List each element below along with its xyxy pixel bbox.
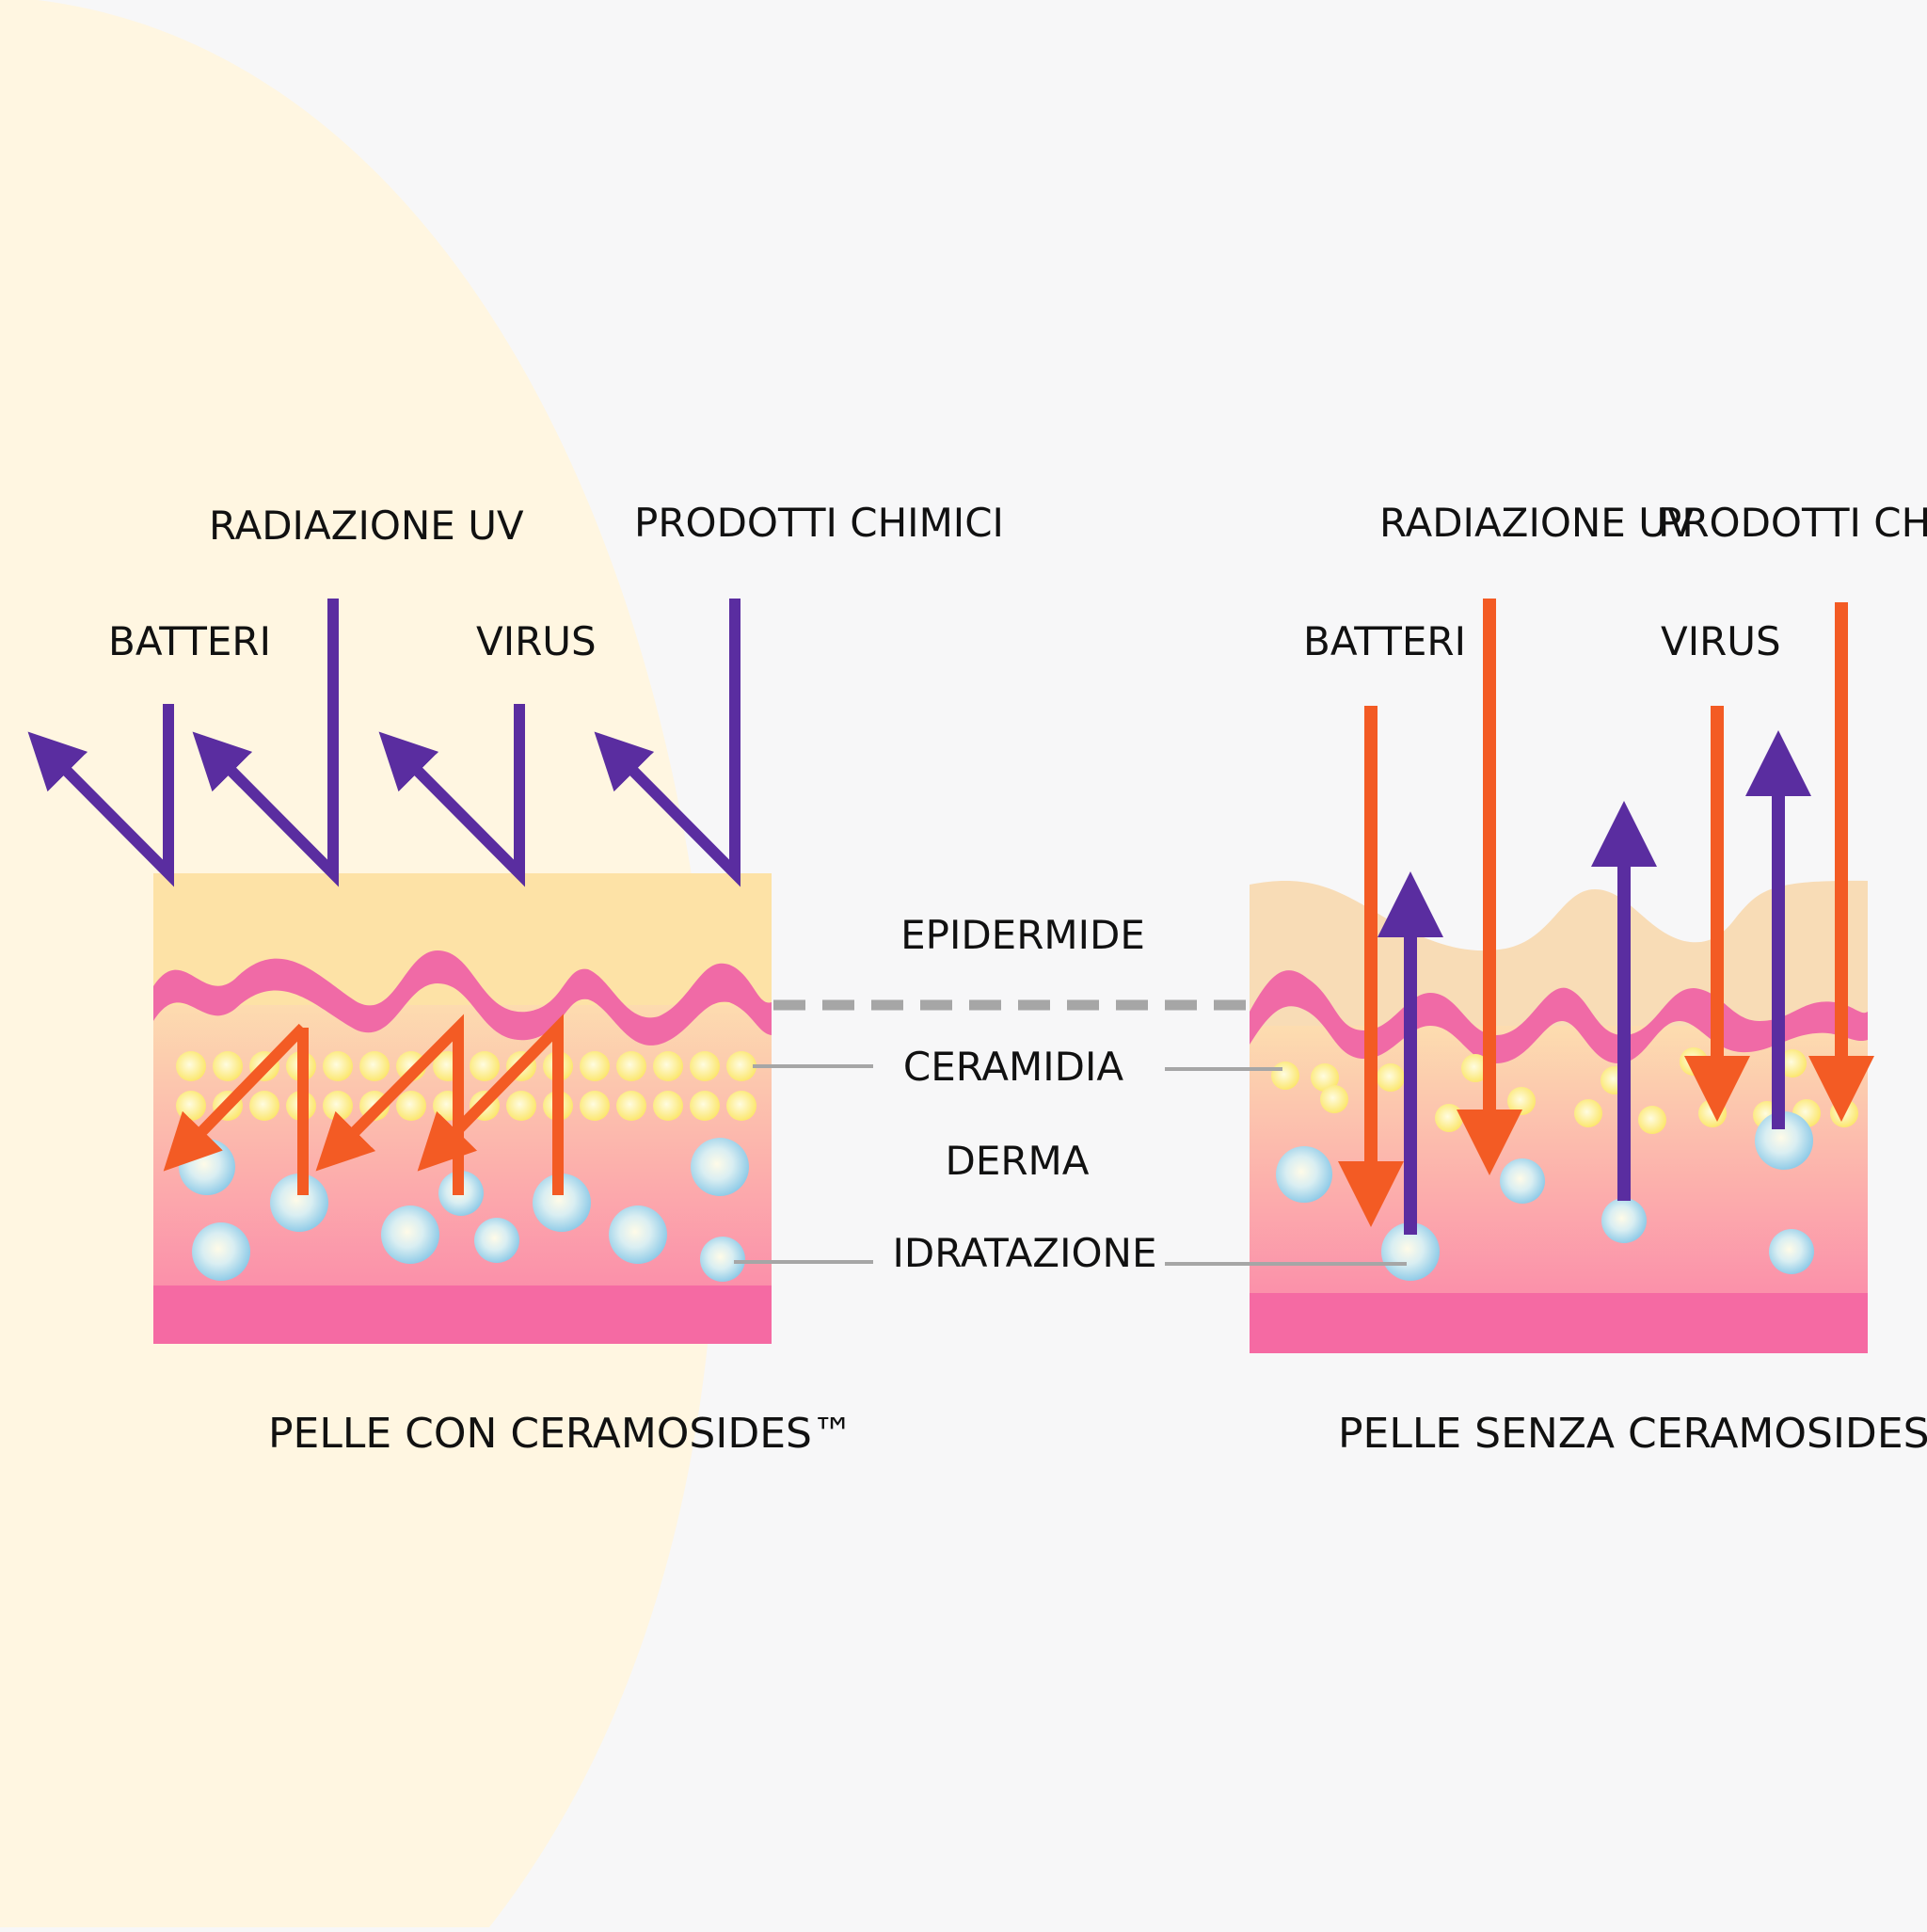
ceramide-lipid-icon	[1574, 1099, 1602, 1127]
right-skin-block	[1250, 880, 1868, 1353]
water-bubble-icon	[381, 1206, 439, 1264]
left-label-virus: VIRUS	[476, 618, 597, 664]
water-bubble-icon	[270, 1174, 328, 1232]
right-label-chem: PRODOTTI CHIMICI	[1658, 500, 1927, 546]
right-label-virus: VIRUS	[1661, 618, 1781, 664]
left-basal-wave	[153, 950, 772, 1046]
ceramide-lipid-icon	[1311, 1063, 1339, 1092]
left-orange-arrow-3	[417, 1014, 564, 1195]
water-bubble-icon	[1601, 1198, 1647, 1243]
legend-epidermis: EPIDERMIDE	[900, 912, 1145, 958]
water-bubble-icon	[691, 1138, 749, 1196]
ceramide-lipid-icon	[690, 1091, 720, 1121]
legend-ceramide: CERAMIDIA	[903, 1044, 1123, 1090]
ceramide-lipid-icon	[249, 1091, 279, 1121]
ceramide-lipid-icon	[653, 1091, 683, 1121]
ceramide-lipid-icon	[653, 1051, 683, 1081]
left-label-uv: RADIAZIONE UV	[209, 503, 524, 549]
right-purple-arrows	[1378, 730, 1811, 1235]
ceramide-lipid-icon	[176, 1051, 206, 1081]
ceramide-lipid-icon	[1435, 1104, 1463, 1132]
left-label-bacteria: BATTERI	[108, 618, 271, 664]
ceramide-lipid-icon	[690, 1051, 720, 1081]
right-label-bacteria: BATTERI	[1303, 618, 1466, 664]
legend-dermis: DERMA	[945, 1138, 1089, 1184]
ceramide-lipid-icon	[580, 1051, 610, 1081]
ceramide-lipid-icon	[1271, 1062, 1299, 1090]
water-bubble-icon	[533, 1174, 591, 1232]
water-bubble-icon	[474, 1218, 519, 1263]
right-orange-arrows	[1338, 599, 1874, 1227]
left-label-chem: PRODOTTI CHIMICI	[634, 500, 1004, 546]
left-water-bubbles	[179, 1138, 749, 1282]
ceramide-lipid-icon	[616, 1051, 646, 1081]
right-base-layer	[1250, 1293, 1868, 1353]
water-bubble-icon	[192, 1222, 250, 1281]
ceramide-lipid-icon	[323, 1051, 353, 1081]
ceramide-lipid-icon	[1377, 1063, 1405, 1092]
left-base-layer	[153, 1285, 772, 1344]
right-ceramide-lipids	[1271, 1047, 1858, 1134]
left-caption: PELLE CON CERAMOSIDES™	[268, 1410, 853, 1458]
ceramide-lipid-icon	[470, 1051, 500, 1081]
water-bubble-icon	[1276, 1146, 1332, 1203]
right-water-bubbles	[1276, 1111, 1814, 1281]
ceramide-lipid-icon	[506, 1091, 536, 1121]
water-bubble-icon	[1500, 1158, 1545, 1204]
left-chem-arrow	[594, 599, 741, 887]
water-bubble-icon	[700, 1237, 745, 1282]
ceramide-lipid-icon	[726, 1051, 756, 1081]
ceramide-lipid-icon	[580, 1091, 610, 1121]
left-orange-arrows	[163, 1014, 564, 1195]
ceramide-lipid-icon	[1461, 1054, 1489, 1082]
left-purple-arrows	[27, 599, 741, 887]
water-bubble-icon	[1769, 1229, 1814, 1274]
legend-hydration: IDRATAZIONE	[893, 1230, 1157, 1276]
ceramide-lipid-icon	[1680, 1047, 1708, 1076]
left-orange-arrow-1b	[163, 1023, 308, 1172]
left-uv-arrow	[192, 599, 339, 887]
water-bubble-icon	[1381, 1222, 1440, 1281]
ceramide-lipid-icon	[396, 1091, 426, 1121]
ceramide-lipid-icon	[323, 1091, 353, 1121]
ceramide-lipid-icon	[616, 1091, 646, 1121]
ceramide-lipid-icon	[1507, 1087, 1536, 1115]
right-label-uv: RADIAZIONE UV	[1379, 500, 1695, 546]
left-virus-arrow	[378, 704, 525, 887]
water-bubble-icon	[1755, 1111, 1813, 1170]
ceramide-lipid-icon	[176, 1091, 206, 1121]
ceramide-lipid-icon	[1638, 1106, 1666, 1134]
water-bubble-icon	[609, 1206, 667, 1264]
left-bacteria-arrow	[27, 704, 174, 887]
ceramide-lipid-icon	[1778, 1049, 1807, 1078]
ceramide-lipid-icon	[1320, 1085, 1348, 1113]
right-caption: PELLE SENZA CERAMOSIDES™	[1338, 1410, 1927, 1458]
ceramide-lipid-icon	[359, 1051, 390, 1081]
ceramide-lipid-icon	[726, 1091, 756, 1121]
ceramide-lipid-icon	[213, 1051, 243, 1081]
